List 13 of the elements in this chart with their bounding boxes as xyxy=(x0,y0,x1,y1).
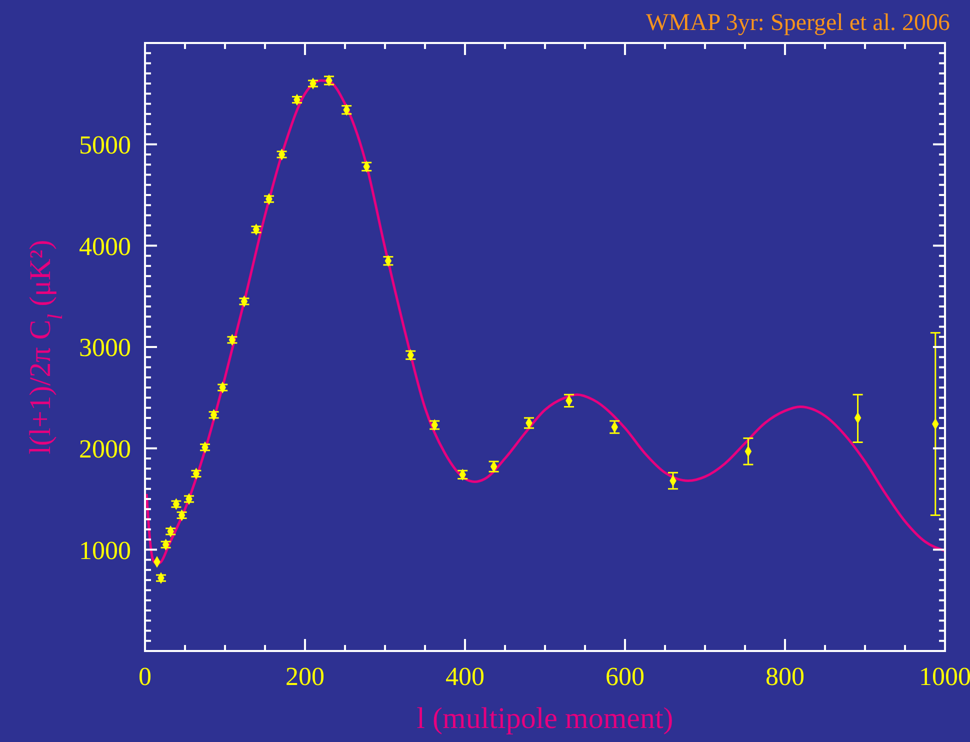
text: WMAP 3yr: Spergel et al. 2006 xyxy=(646,10,950,36)
y-tick-label: 5000 xyxy=(79,130,131,160)
x-tick-label: 400 xyxy=(446,662,484,691)
y-tick-label: 1000 xyxy=(79,536,131,565)
x-axis-title: l (multipole moment) xyxy=(416,702,674,735)
y-tick-label: 2000 xyxy=(79,434,131,464)
x-tick-label: 600 xyxy=(606,662,644,691)
x-tick-label: 1000 xyxy=(919,662,970,691)
x-tick-label: 800 xyxy=(766,662,804,691)
x-tick-label: 200 xyxy=(286,662,324,691)
y-tick-label: 4000 xyxy=(79,232,131,261)
y-tick-label: 3000 xyxy=(79,333,131,362)
x-tick-label: 0 xyxy=(138,662,152,691)
